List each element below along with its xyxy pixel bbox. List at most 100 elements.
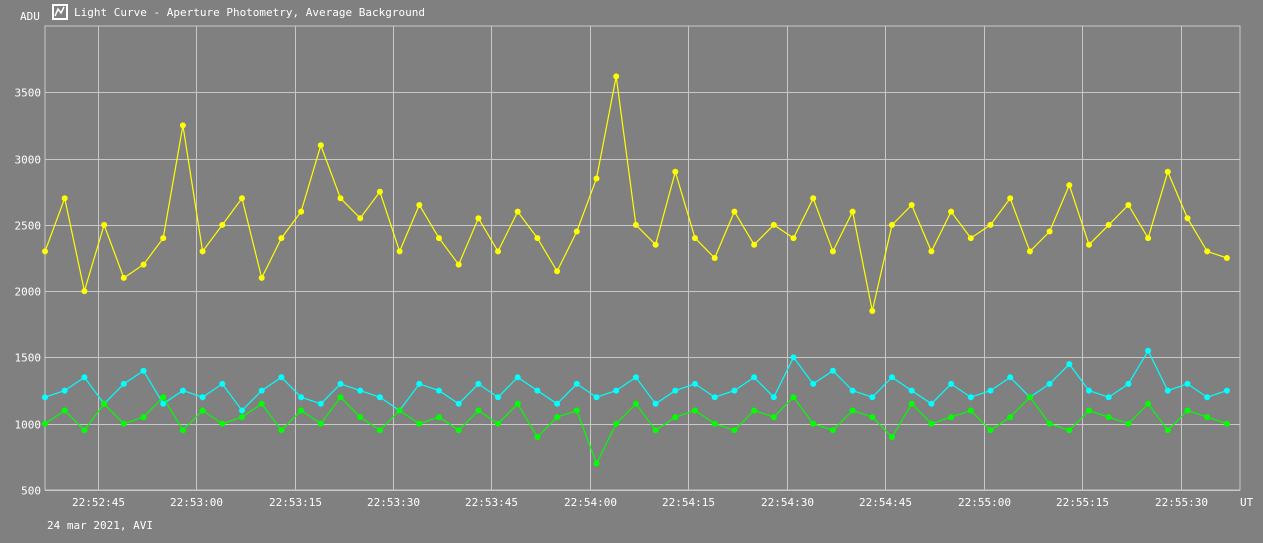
data-point: [1184, 407, 1191, 414]
data-point: [1105, 221, 1112, 228]
data-point: [1066, 361, 1073, 368]
data-point: [849, 208, 856, 215]
data-point: [770, 221, 777, 228]
data-point: [120, 380, 127, 387]
y-tick-label: 1500: [15, 352, 42, 365]
data-point: [1086, 241, 1092, 248]
light-curve-app-icon: [52, 4, 68, 20]
data-point: [534, 235, 541, 242]
data-point: [770, 414, 777, 421]
data-point: [869, 414, 876, 421]
date-label: 24 mar 2021, AVI: [47, 519, 153, 532]
y-axis-label: ADU: [20, 10, 40, 23]
data-point: [967, 407, 974, 414]
data-point: [554, 400, 561, 407]
data-point: [436, 235, 442, 242]
data-point: [889, 434, 895, 440]
data-point: [61, 407, 68, 414]
data-point: [711, 394, 718, 401]
data-point: [1204, 414, 1211, 421]
data-point: [1145, 400, 1152, 407]
data-point: [396, 248, 403, 255]
x-tick-label: 22:53:15: [269, 496, 322, 509]
data-point: [495, 394, 501, 401]
data-point: [376, 188, 383, 195]
data-point: [1125, 202, 1132, 208]
data-point: [1164, 168, 1171, 175]
data-point: [239, 407, 245, 414]
data-point: [475, 407, 482, 414]
data-point: [613, 387, 620, 394]
y-tick-label: 2500: [15, 220, 42, 233]
data-point: [790, 235, 797, 242]
data-point: [692, 407, 698, 414]
data-point: [987, 427, 994, 434]
data-point: [298, 394, 305, 401]
data-point: [436, 414, 442, 421]
data-point: [1007, 414, 1014, 421]
data-point: [81, 288, 88, 295]
data-point: [1046, 228, 1053, 235]
data-point: [258, 387, 265, 394]
data-point: [632, 400, 639, 407]
data-point: [731, 387, 738, 394]
data-point: [829, 248, 836, 255]
data-point: [593, 175, 600, 182]
data-point: [455, 400, 462, 407]
data-point: [928, 420, 935, 427]
x-tick-label: 22:53:45: [465, 496, 518, 509]
data-point: [1086, 407, 1092, 414]
data-point: [278, 374, 285, 381]
data-point: [1066, 427, 1073, 434]
data-point: [239, 414, 245, 421]
data-point: [514, 374, 521, 381]
data-point: [987, 387, 994, 394]
data-point: [1145, 347, 1152, 354]
data-point: [357, 215, 364, 222]
data-point: [908, 202, 915, 208]
data-point: [81, 427, 88, 434]
data-point: [652, 241, 659, 248]
data-point: [928, 400, 935, 407]
data-point: [278, 235, 285, 242]
data-point: [987, 221, 994, 228]
data-point: [889, 221, 895, 228]
data-point: [908, 387, 915, 394]
data-point: [948, 380, 955, 387]
data-point: [514, 400, 521, 407]
data-point: [1007, 374, 1014, 381]
data-point: [632, 374, 639, 381]
data-point: [101, 400, 108, 407]
data-point: [179, 122, 186, 129]
x-tick-label: 22:52:45: [72, 496, 125, 509]
data-point: [101, 221, 108, 228]
data-point: [495, 248, 501, 255]
data-point: [1145, 235, 1152, 242]
data-point: [672, 414, 679, 421]
chart-title: Light Curve - Aperture Photometry, Avera…: [74, 6, 425, 19]
data-point: [573, 228, 580, 235]
data-point: [790, 354, 797, 361]
data-point: [593, 394, 600, 401]
data-point: [751, 241, 758, 248]
data-point: [554, 268, 561, 275]
data-point: [455, 261, 462, 268]
data-point: [199, 394, 206, 401]
data-point: [42, 248, 48, 255]
data-point: [199, 248, 206, 255]
data-point: [948, 208, 955, 215]
data-point: [140, 261, 147, 268]
x-tick-label: 22:54:45: [859, 496, 912, 509]
data-point: [790, 394, 797, 401]
data-point: [1026, 248, 1033, 255]
data-point: [376, 394, 383, 401]
data-point: [61, 387, 68, 394]
y-tick-label: 500: [21, 485, 41, 498]
y-tick-label: 1000: [15, 419, 42, 432]
data-point: [849, 387, 856, 394]
data-point: [298, 407, 305, 414]
data-point: [317, 420, 324, 427]
data-point: [416, 380, 423, 387]
